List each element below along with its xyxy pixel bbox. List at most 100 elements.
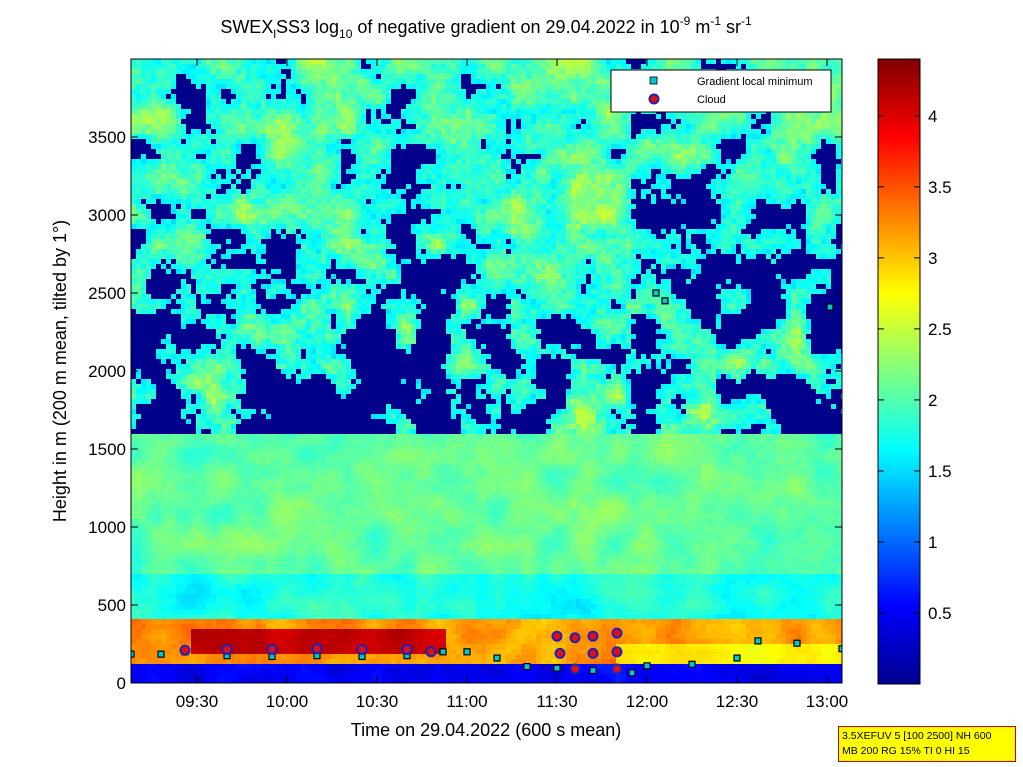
- heatmap-cell: [241, 554, 247, 560]
- heatmap-cell: [151, 679, 157, 683]
- heatmap-cell: [226, 484, 232, 490]
- heatmap-cell: [301, 554, 307, 560]
- heatmap-cell: [286, 599, 292, 605]
- heatmap-cell: [216, 224, 222, 230]
- heatmap-cell: [286, 144, 292, 150]
- heatmap-cell: [176, 374, 182, 380]
- heatmap-cell: [166, 244, 172, 250]
- heatmap-cell: [136, 424, 142, 430]
- heatmap-cell: [211, 554, 217, 560]
- heatmap-cell: [186, 539, 192, 545]
- heatmap-cell: [246, 544, 252, 550]
- heatmap-cell: [136, 464, 142, 470]
- heatmap-cell: [261, 469, 267, 475]
- heatmap-cell: [201, 589, 207, 595]
- heatmap-cell: [136, 214, 142, 220]
- heatmap-cell: [246, 519, 252, 525]
- heatmap-cell: [241, 239, 247, 245]
- heatmap-cell: [236, 629, 242, 635]
- heatmap-cell: [321, 79, 327, 85]
- heatmap-cell: [271, 309, 277, 315]
- heatmap-cell: [206, 344, 212, 350]
- heatmap-cell: [146, 324, 152, 330]
- heatmap-cell: [181, 224, 187, 230]
- heatmap-cell: [286, 304, 292, 310]
- heatmap-cell: [316, 409, 322, 415]
- heatmap-cell: [286, 154, 292, 160]
- heatmap-cell: [276, 229, 282, 235]
- heatmap-cell: [286, 619, 292, 625]
- heatmap-cell: [316, 619, 322, 625]
- heatmap-cell: [296, 209, 302, 215]
- heatmap-cell: [291, 214, 297, 220]
- heatmap-cell: [186, 189, 192, 195]
- heatmap-cell: [261, 639, 267, 645]
- heatmap-cell: [276, 649, 282, 655]
- heatmap-cell: [171, 534, 177, 540]
- heatmap-cell: [211, 329, 217, 335]
- heatmap-cell: [321, 569, 327, 575]
- heatmap-cell: [136, 119, 142, 125]
- heatmap-cell: [226, 304, 232, 310]
- heatmap-cell: [216, 629, 222, 635]
- heatmap-cell: [286, 679, 292, 683]
- heatmap-cell: [141, 519, 147, 525]
- heatmap-cell: [281, 454, 287, 460]
- heatmap-cell: [291, 154, 297, 160]
- heatmap-cell: [226, 659, 232, 665]
- heatmap-cell: [181, 474, 187, 480]
- heatmap-cell: [286, 634, 292, 640]
- heatmap-cell: [276, 199, 282, 205]
- heatmap-cell: [146, 614, 152, 620]
- heatmap-cell: [161, 194, 167, 200]
- heatmap-cell: [226, 274, 232, 280]
- heatmap-cell: [276, 619, 282, 625]
- heatmap-cell: [191, 254, 197, 260]
- heatmap-cell: [206, 649, 212, 655]
- heatmap-cell: [221, 484, 227, 490]
- heatmap-cell: [186, 619, 192, 625]
- heatmap-cell: [281, 149, 287, 155]
- heatmap-cell: [266, 679, 272, 683]
- heatmap-cell: [221, 194, 227, 200]
- heatmap-cell: [221, 249, 227, 255]
- heatmap-cell: [226, 534, 232, 540]
- heatmap-cell: [241, 489, 247, 495]
- heatmap-cell: [291, 69, 297, 75]
- heatmap-cell: [281, 434, 287, 440]
- heatmap-cell: [211, 214, 217, 220]
- heatmap-cell: [306, 249, 312, 255]
- heatmap-cell: [251, 424, 257, 430]
- heatmap-cell: [221, 219, 227, 225]
- heatmap-cell: [271, 344, 277, 350]
- heatmap-cell: [131, 544, 137, 550]
- heatmap-cell: [276, 294, 282, 300]
- heatmap-cell: [191, 224, 197, 230]
- heatmap-cell: [276, 314, 282, 320]
- heatmap-cell: [161, 419, 167, 425]
- heatmap-cell: [161, 259, 167, 265]
- heatmap-cell: [311, 214, 317, 220]
- heatmap-cell: [196, 379, 202, 385]
- heatmap-cell: [266, 264, 272, 270]
- heatmap-cell: [301, 299, 307, 305]
- heatmap-cell: [276, 514, 282, 520]
- heatmap-cell: [326, 249, 332, 255]
- heatmap-cell: [291, 414, 297, 420]
- heatmap-cell: [316, 364, 322, 370]
- heatmap-cell: [146, 109, 152, 115]
- heatmap-cell: [261, 229, 267, 235]
- heatmap-cell: [131, 319, 137, 325]
- heatmap-cell: [156, 289, 162, 295]
- heatmap-cell: [316, 224, 322, 230]
- heatmap-cell: [171, 484, 177, 490]
- heatmap-cell: [216, 129, 222, 135]
- heatmap-cell: [221, 664, 227, 670]
- heatmap-cell: [131, 359, 137, 365]
- chart-title: SWEXlSS3 log10 of negative gradient on 2…: [220, 14, 752, 41]
- heatmap-cell: [311, 269, 317, 275]
- heatmap-cell: [156, 599, 162, 605]
- heatmap-cell: [321, 424, 327, 430]
- heatmap-cell: [211, 264, 217, 270]
- heatmap-cell: [221, 199, 227, 205]
